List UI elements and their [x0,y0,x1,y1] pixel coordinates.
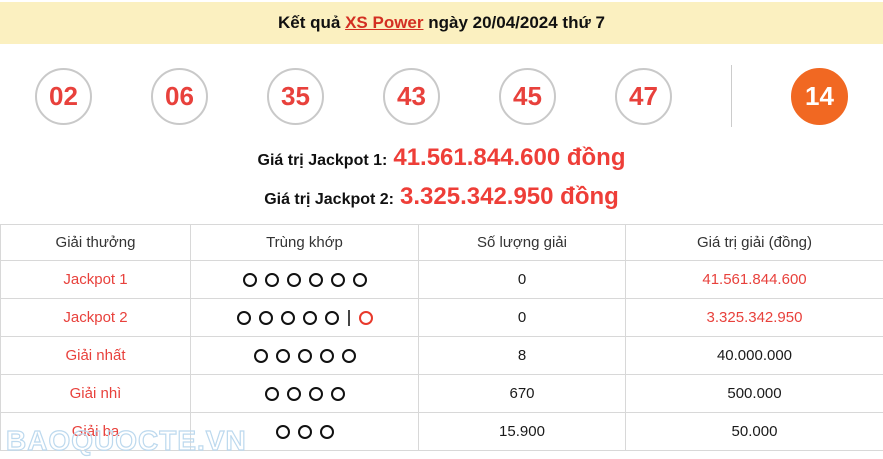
col-header-count: Số lượng giải [419,225,626,261]
jackpot1-value: 41.561.844.600 đồng [393,144,625,171]
main-number-ball: 35 [267,68,324,125]
winning-numbers-row: 02 06 35 43 45 47 14 [0,67,883,125]
match-separator-bar [348,310,350,326]
match-circle-icon [320,425,334,439]
match-circle-icon [243,273,257,287]
match-circle-icon [259,311,273,325]
match-circle-icon [320,349,334,363]
prize-value-cell: 41.561.844.600 [626,261,883,299]
prize-name-cell: Giải nhì [1,375,191,413]
match-circle-icon [309,273,323,287]
prize-table-header-row: Giải thưởng Trùng khớp Số lượng giải Giá… [1,225,883,261]
match-circle-icon [276,349,290,363]
col-header-value: Giá trị giải (đồng) [626,225,883,261]
match-circle-icon [281,311,295,325]
main-number-ball: 06 [151,68,208,125]
match-pattern-cell [191,413,419,451]
power-number-ball: 14 [791,68,848,125]
main-number-ball: 45 [499,68,556,125]
col-header-match: Trùng khớp [191,225,419,261]
match-circle-icon [254,349,268,363]
match-circle-icon [331,387,345,401]
match-circle-icon [265,273,279,287]
match-circle-icon [298,349,312,363]
prize-name-cell: Giải ba [1,413,191,451]
match-circle-icon [298,425,312,439]
winner-count-cell: 0 [419,261,626,299]
match-circle-icon [353,273,367,287]
match-circle-icon [265,387,279,401]
prize-value-cell: 50.000 [626,413,883,451]
main-number-ball: 47 [615,68,672,125]
main-number-ball: 43 [383,68,440,125]
match-circle-icon [287,273,301,287]
match-pattern-cell [191,261,419,299]
match-circle-icon [276,425,290,439]
match-circle-icon [325,311,339,325]
match-pattern-cell [191,299,419,337]
jackpot2-line: Giá trị Jackpot 2: 3.325.342.950 đồng [0,183,883,211]
power-number-divider [731,65,732,127]
prize-table: Giải thưởng Trùng khớp Số lượng giải Giá… [0,224,883,451]
prize-name-cell: Jackpot 2 [1,299,191,337]
match-circle-icon [331,273,345,287]
match-circle-icon [303,311,317,325]
prize-name-cell: Giải nhất [1,337,191,375]
match-circle-icon [342,349,356,363]
winner-count-cell: 8 [419,337,626,375]
header-title-suffix: ngày 20/04/2024 thứ 7 [424,13,605,32]
match-pattern-cell [191,337,419,375]
power-match-circle-icon [359,311,373,325]
match-pattern-cell [191,375,419,413]
match-circle-icon [309,387,323,401]
prize-name-cell: Jackpot 1 [1,261,191,299]
header-title-prefix: Kết quả [278,13,345,32]
jackpot1-line: Giá trị Jackpot 1: 41.561.844.600 đồng [0,144,883,172]
xs-power-link[interactable]: XS Power [345,13,423,32]
result-header: Kết quả XS Power ngày 20/04/2024 thứ 7 [0,2,883,44]
main-number-ball: 02 [35,68,92,125]
col-header-prize: Giải thưởng [1,225,191,261]
jackpot2-value: 3.325.342.950 đồng [400,183,619,210]
jackpot2-label: Giá trị Jackpot 2: [264,191,394,208]
prize-value-cell: 500.000 [626,375,883,413]
prize-value-cell: 40.000.000 [626,337,883,375]
winner-count-cell: 0 [419,299,626,337]
match-circle-icon [287,387,301,401]
winner-count-cell: 15.900 [419,413,626,451]
jackpot1-label: Giá trị Jackpot 1: [258,152,388,169]
match-circle-icon [237,311,251,325]
winner-count-cell: 670 [419,375,626,413]
prize-value-cell: 3.325.342.950 [626,299,883,337]
